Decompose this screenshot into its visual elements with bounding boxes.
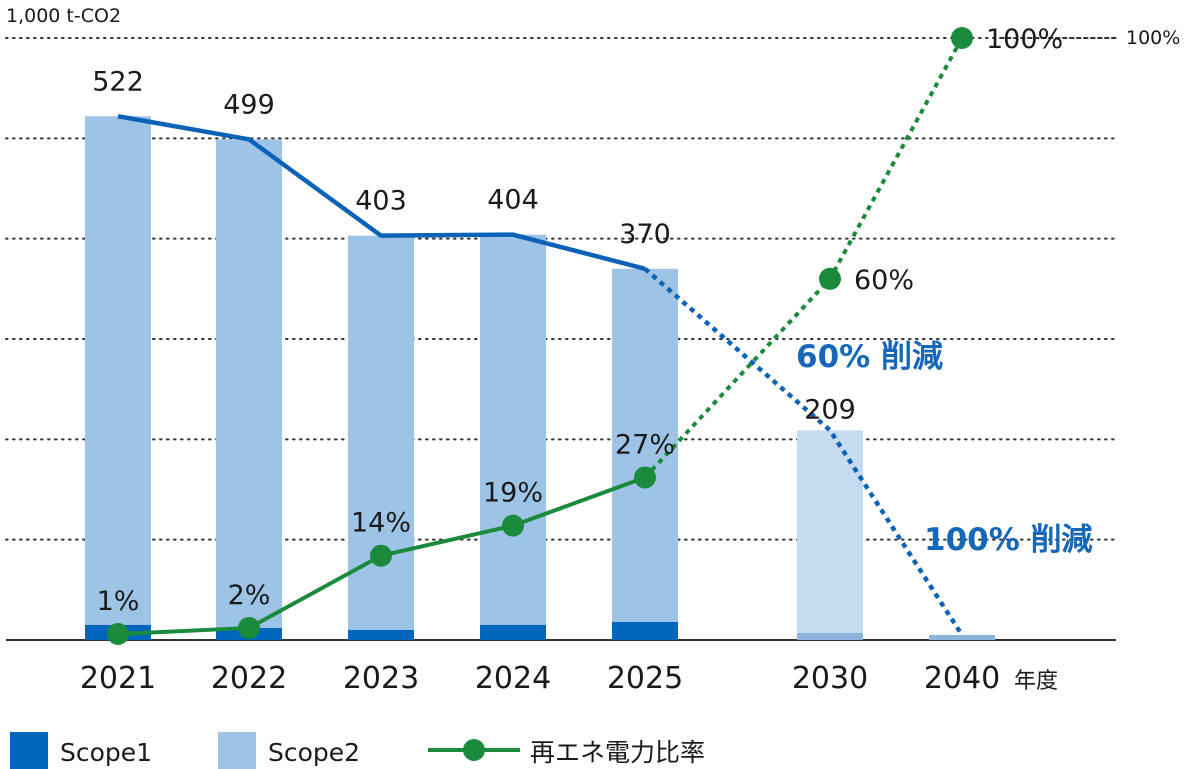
total-label-2021: 522 (92, 66, 144, 97)
legend-label-scope1: Scope1 (60, 738, 152, 767)
renewable-label-2023: 14% (351, 508, 411, 539)
renewable-label-2030: 60% (854, 265, 914, 296)
legend-swatch-scope2 (218, 732, 256, 769)
renewable-marker-2040 (951, 27, 973, 49)
trend-lines (107, 27, 1119, 645)
total-label-2022: 499 (223, 89, 275, 120)
bars (85, 116, 995, 640)
total-emissions-projection-line (643, 267, 964, 637)
x-tick-2025: 2025 (607, 661, 683, 696)
renewable-label-2040: 100% (986, 24, 1063, 55)
annotation-60-reduction: 60% 削減 (796, 339, 943, 375)
x-tick-2030: 2030 (792, 661, 868, 696)
legend-label-renewable: 再エネ電力比率 (530, 738, 705, 767)
annotation-100-reduction: 100% 削減 (924, 522, 1093, 558)
renewable-marker-2021 (107, 622, 129, 645)
renewable-label-2025: 27% (615, 429, 675, 460)
bar-scope1-2024 (480, 624, 546, 640)
total-label-2030: 209 (804, 394, 856, 425)
total-emissions-line (117, 114, 646, 271)
right-axis-label: 100% (1126, 27, 1180, 49)
x-tick-2022: 2022 (211, 661, 287, 696)
x-tick-2023: 2023 (343, 661, 419, 696)
renewable-marker-2024 (502, 514, 524, 537)
x-tick-2021: 2021 (80, 661, 156, 696)
renewable-label-2024: 19% (483, 478, 543, 509)
bar-scope2-2023 (348, 235, 414, 630)
total-label-2024: 404 (487, 185, 539, 216)
total-label-2025: 370 (619, 219, 671, 250)
bar-scope1-2023 (348, 629, 414, 640)
y-axis-unit-label: 1,000 t-CO2 (6, 5, 121, 27)
bar-scope2-2022 (216, 139, 282, 628)
bar-scope2-2025 (612, 268, 678, 622)
renewable-label-2022: 2% (228, 580, 271, 611)
total-label-2023: 403 (355, 186, 407, 217)
renewable-label-2021: 1% (97, 586, 140, 617)
bar-scope2-2024 (480, 234, 546, 625)
legend-swatch-scope1 (10, 732, 48, 769)
renewable-marker-2022 (238, 616, 260, 639)
data-labels: 2021 2022 2023 2024 2025 2030 2040 522 499 403 404… (80, 24, 1063, 696)
x-tick-2040: 2040 (924, 661, 1000, 696)
renewable-marker-2030 (819, 267, 841, 290)
x-tick-2024: 2024 (475, 661, 551, 696)
bar-scope1-2030 (797, 632, 863, 640)
renewable-marker-2025 (634, 466, 656, 489)
legend: Scope1 Scope2 再エネ電力比率 (10, 732, 705, 769)
bar-scope1-2040 (929, 634, 995, 640)
legend-label-scope2: Scope2 (268, 738, 360, 767)
renewable-marker-2023 (370, 544, 392, 567)
bar-scope1-2025 (612, 621, 678, 640)
legend-swatch-renewable-marker (463, 739, 485, 761)
bar-scope2-2021 (85, 116, 151, 625)
x-axis-suffix: 年度 (1014, 669, 1058, 694)
bar-scope2-2030 (797, 430, 863, 633)
